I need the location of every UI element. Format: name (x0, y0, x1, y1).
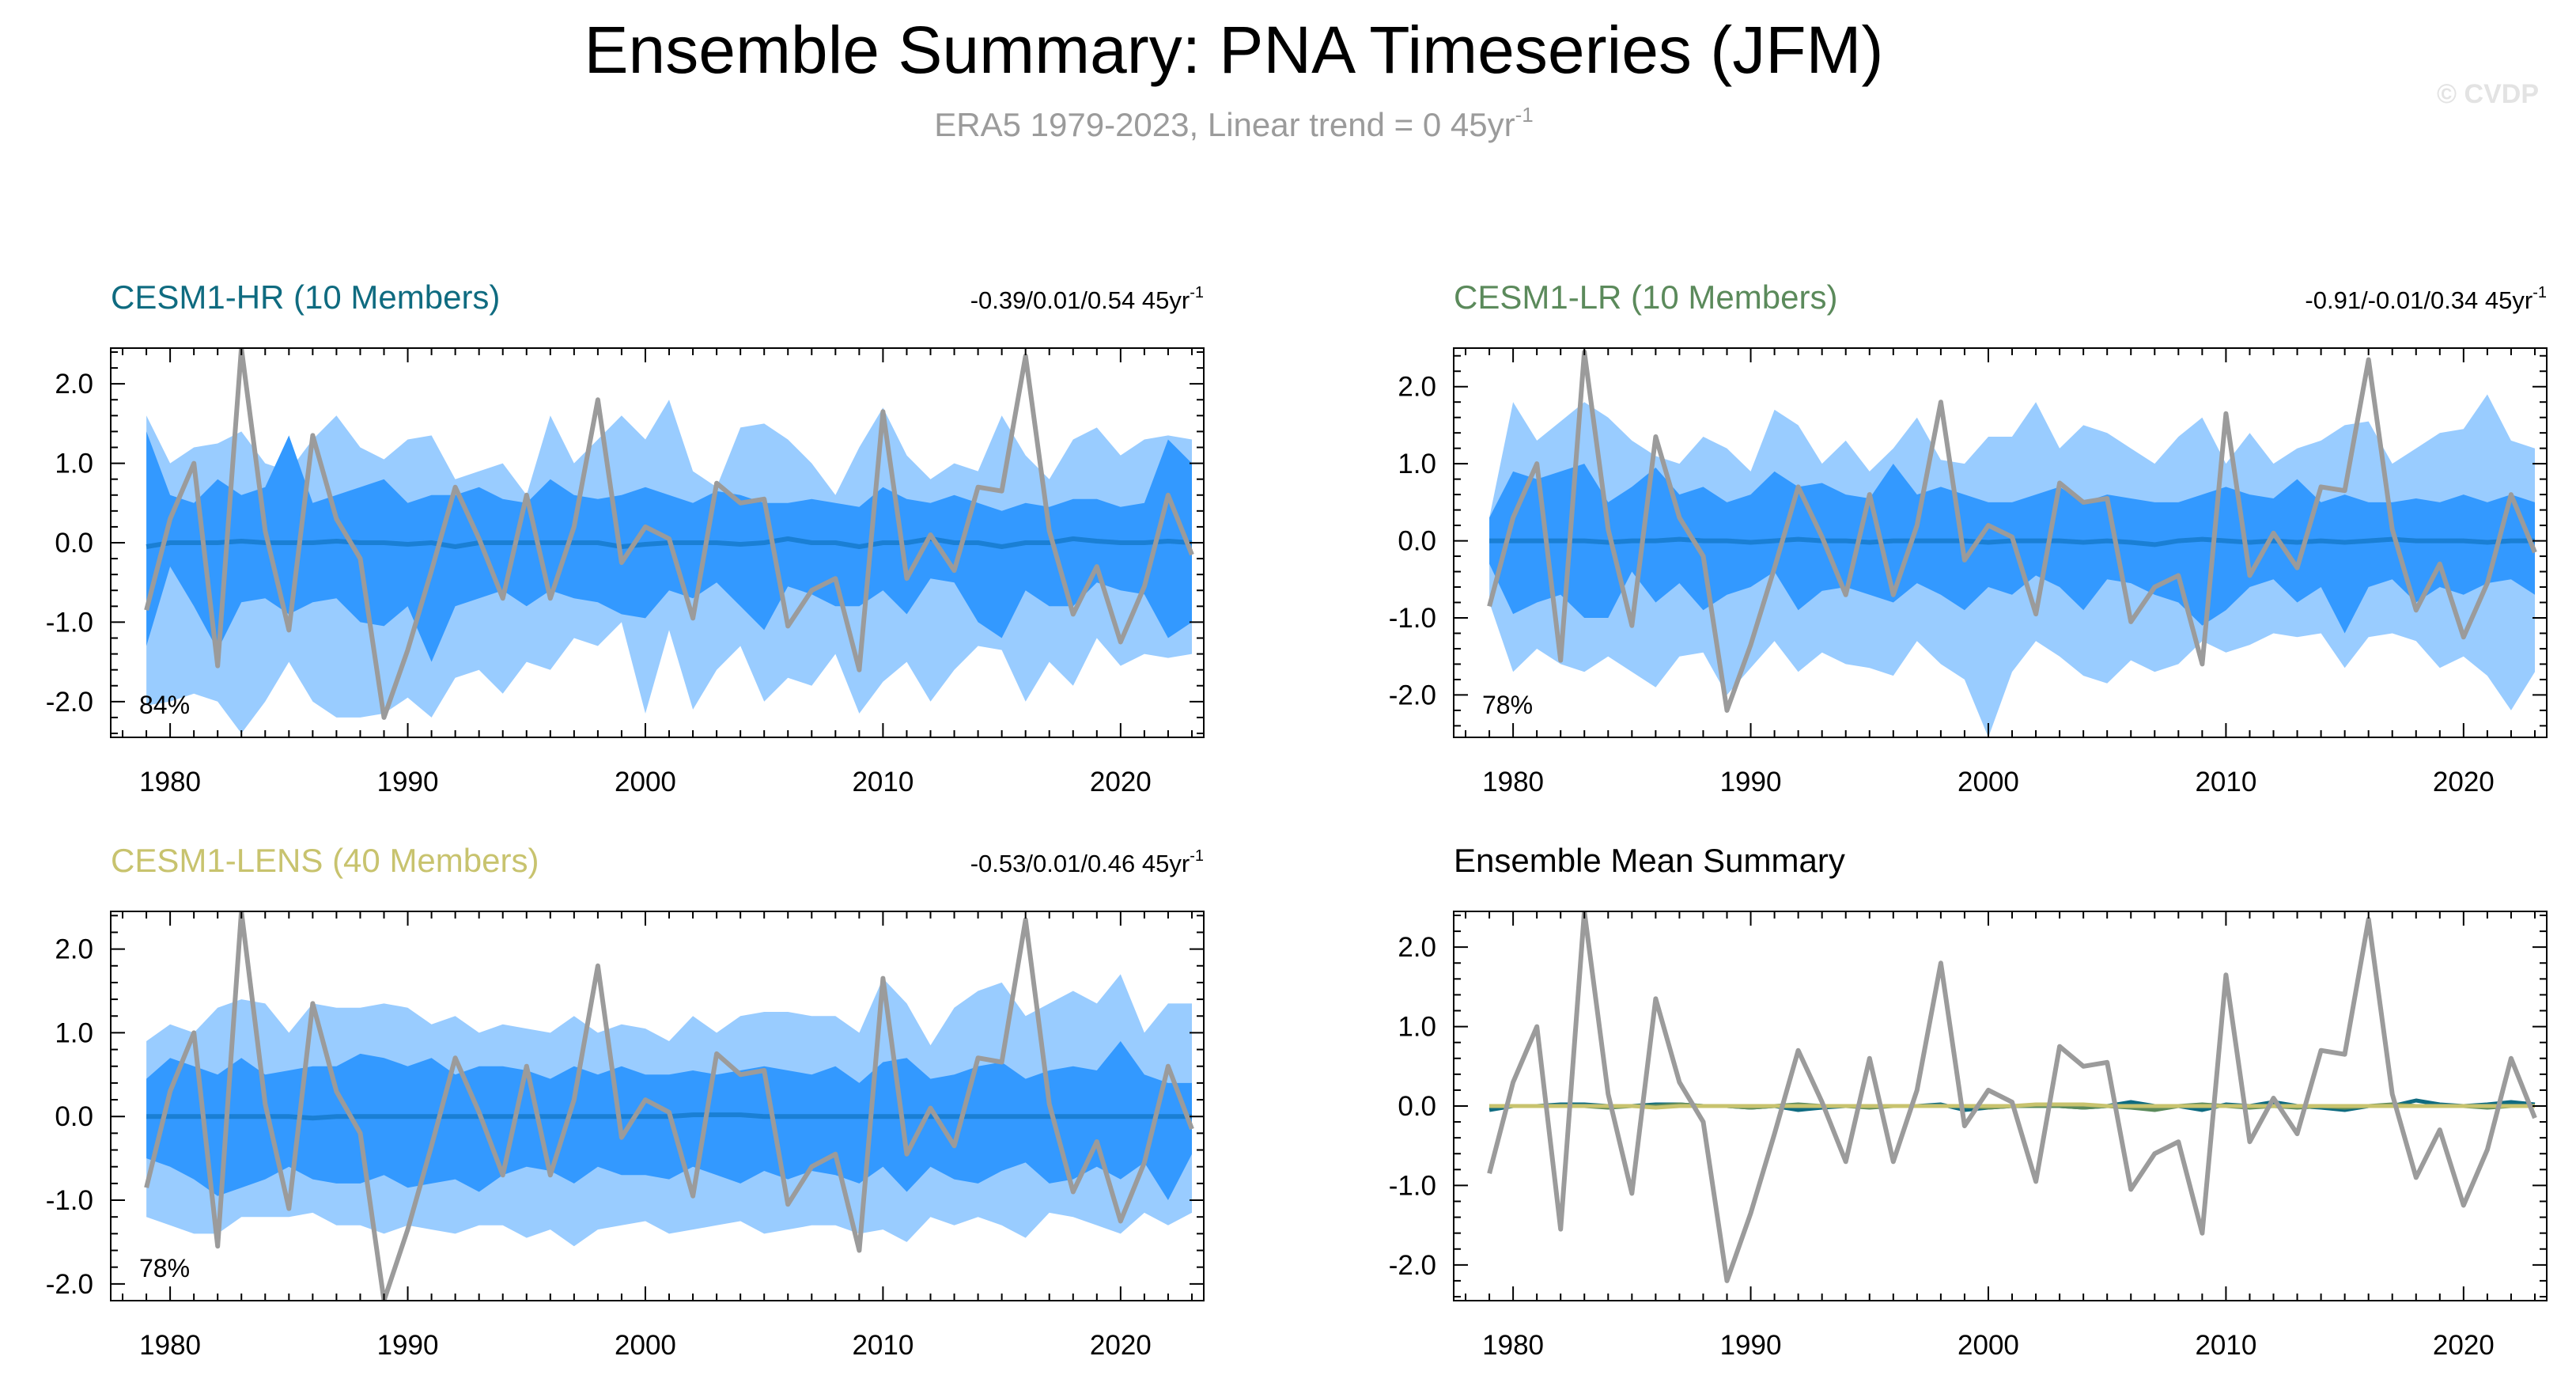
trend-main: -0.91/-0.01/0.34 45yr (2305, 286, 2532, 314)
series-line-obs (1487, 911, 2537, 1283)
y-tick-label: -1.0 (46, 1185, 93, 1216)
observed-line (144, 911, 1194, 1301)
trend-label: -0.39/0.01/0.54 45yr-1 (970, 284, 1204, 314)
x-tick-label: 2020 (1090, 1330, 1152, 1361)
trend-main: -0.39/0.01/0.54 45yr (970, 286, 1190, 314)
trend-main: -0.53/0.01/0.46 45yr (970, 850, 1190, 877)
y-tick-label: -1.0 (1389, 1170, 1436, 1201)
observed-line (1487, 349, 2537, 713)
x-tick-label: 2010 (852, 1330, 914, 1361)
y-tick-label: 2.0 (1398, 372, 1436, 403)
panels-group: CESM1-HR (10 Members) -0.39/0.01/0.54 45y… (46, 278, 2548, 1361)
subtitle-superscript: -1 (1515, 103, 1534, 127)
y-tick-label: 2.0 (55, 369, 93, 400)
trend-label: -0.91/-0.01/0.34 45yr-1 (2305, 284, 2547, 314)
x-tick-label: 1980 (139, 1330, 201, 1361)
x-tick-label: 2010 (2195, 767, 2256, 797)
panel-lens: CESM1-LENS (40 Members) -0.53/0.01/0.46 4… (46, 842, 1205, 1361)
plot-area (1487, 911, 2537, 1283)
y-tick-label: 1.0 (1398, 449, 1436, 479)
observed-line (144, 348, 1194, 720)
subtitle-main: ERA5 1979-2023, Linear trend = 0 45yr (934, 106, 1515, 143)
y-tick-label: 0.0 (55, 1101, 93, 1132)
panel-title: CESM1-LR (10 Members) (1454, 278, 1837, 316)
panel-summary: Ensemble Mean Summary 1980 1990 2000 2010 202… (1389, 842, 2548, 1361)
plot-frame (1453, 347, 2548, 738)
x-tick-label: 2000 (615, 767, 676, 797)
y-tick-label: -1.0 (1389, 603, 1436, 634)
x-tick-label: 2020 (1090, 767, 1152, 797)
y-tick-label: 2.0 (55, 934, 93, 965)
plot-area (144, 911, 1194, 1301)
y-tick-label: 0.0 (1398, 1091, 1436, 1122)
y-tick-label: -2.0 (1389, 1250, 1436, 1281)
panel-title: CESM1-HR (10 Members) (111, 278, 500, 316)
y-tick-label: 1.0 (1398, 1012, 1436, 1043)
x-tick-label: 1980 (1482, 767, 1544, 797)
panel-title: Ensemble Mean Summary (1454, 842, 1845, 879)
y-tick-label: -2.0 (46, 1269, 93, 1300)
x-tick-label: 2020 (2433, 1330, 2495, 1361)
y-tick-label: 1.0 (55, 449, 93, 479)
y-tick-label: -2.0 (46, 687, 93, 718)
y-tick-label: -1.0 (46, 607, 93, 638)
x-tick-label: 1990 (1720, 1330, 1782, 1361)
trend-label: -0.53/0.01/0.46 45yr-1 (970, 847, 1204, 877)
panel-lr: CESM1-LR (10 Members) -0.91/-0.01/0.34 45… (1389, 278, 2548, 797)
x-tick-label: 2020 (2433, 767, 2495, 797)
x-tick-label: 2000 (1958, 1330, 2019, 1361)
inner-spread-band (1489, 464, 2535, 634)
percent-label: 84% (139, 691, 190, 719)
figure-subtitle: ERA5 1979-2023, Linear trend = 0 45yr-1 (934, 103, 1533, 143)
x-tick-label: 1980 (1482, 1330, 1544, 1361)
y-tick-label: 0.0 (55, 528, 93, 559)
figure-title: Ensemble Summary: PNA Timeseries (JFM) (584, 13, 1883, 87)
trend-superscript: -1 (1190, 847, 1204, 865)
y-tick-label: -2.0 (1389, 680, 1436, 710)
x-tick-label: 1990 (377, 1330, 439, 1361)
x-tick-label: 1980 (139, 767, 201, 797)
plot-area (144, 348, 1194, 733)
x-tick-label: 2010 (852, 767, 914, 797)
panel-hr: CESM1-HR (10 Members) -0.39/0.01/0.54 45y… (46, 278, 1205, 797)
y-tick-label: 1.0 (55, 1017, 93, 1048)
trend-superscript: -1 (2532, 284, 2547, 301)
y-tick-label: 2.0 (1398, 932, 1436, 963)
x-tick-label: 2000 (1958, 767, 2019, 797)
x-tick-label: 1990 (377, 767, 439, 797)
y-tick-label: 0.0 (1398, 526, 1436, 557)
watermark: © CVDP (2437, 79, 2539, 109)
plot-area (1487, 349, 2537, 737)
panel-title: CESM1-LENS (40 Members) (111, 842, 539, 879)
x-tick-label: 2000 (615, 1330, 676, 1361)
trend-superscript: -1 (1190, 284, 1204, 301)
percent-label: 78% (139, 1254, 190, 1282)
percent-label: 78% (1482, 691, 1533, 719)
x-tick-label: 1990 (1720, 767, 1782, 797)
plot-frame (110, 911, 1205, 1301)
x-tick-label: 2010 (2195, 1330, 2256, 1361)
